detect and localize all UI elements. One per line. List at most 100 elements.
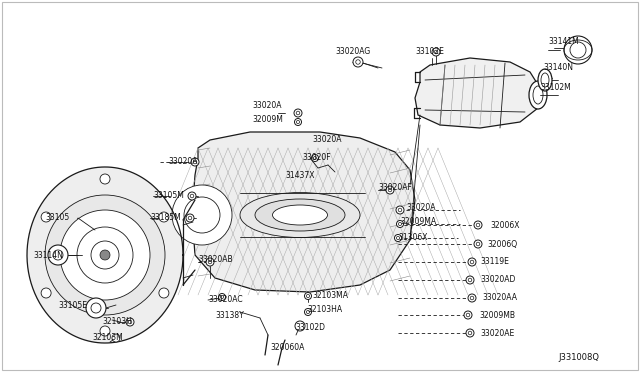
Circle shape: [172, 185, 232, 245]
Text: 33020AC: 33020AC: [208, 295, 243, 305]
Text: 33114N: 33114N: [33, 250, 63, 260]
Text: J331008Q: J331008Q: [558, 353, 599, 362]
Text: 32103HA: 32103HA: [307, 305, 342, 314]
Text: 33020AE: 33020AE: [480, 328, 515, 337]
Circle shape: [307, 294, 310, 298]
Circle shape: [468, 258, 476, 266]
Text: 33020A: 33020A: [312, 135, 342, 144]
Circle shape: [394, 234, 401, 241]
Text: 32006Q: 32006Q: [487, 240, 517, 248]
Circle shape: [466, 276, 474, 284]
Circle shape: [468, 331, 472, 335]
Circle shape: [307, 310, 310, 314]
Text: 320060A: 320060A: [270, 343, 305, 353]
Text: 32009M: 32009M: [252, 115, 283, 125]
Circle shape: [296, 111, 300, 115]
Circle shape: [432, 48, 440, 56]
Ellipse shape: [255, 199, 345, 231]
Text: 33020AF: 33020AF: [378, 183, 412, 192]
Circle shape: [476, 242, 480, 246]
Circle shape: [100, 326, 110, 336]
Circle shape: [159, 288, 169, 298]
Circle shape: [186, 214, 194, 222]
Ellipse shape: [533, 86, 543, 104]
Text: 32009MB: 32009MB: [479, 311, 515, 320]
Circle shape: [77, 227, 133, 283]
Circle shape: [48, 245, 68, 265]
Circle shape: [386, 186, 394, 194]
Text: 33138Y: 33138Y: [215, 311, 244, 321]
Circle shape: [464, 311, 472, 319]
Text: 33140N: 33140N: [543, 64, 573, 73]
Text: 32103H: 32103H: [102, 317, 132, 327]
Text: 33020AD: 33020AD: [480, 276, 515, 285]
Circle shape: [188, 216, 192, 220]
Text: 32006X: 32006X: [490, 221, 520, 230]
Circle shape: [470, 296, 474, 300]
Circle shape: [396, 206, 404, 214]
Circle shape: [305, 308, 312, 315]
Circle shape: [206, 258, 214, 266]
Circle shape: [86, 298, 106, 318]
Circle shape: [564, 36, 592, 64]
Circle shape: [91, 303, 101, 313]
Circle shape: [353, 57, 363, 67]
Circle shape: [396, 237, 399, 240]
Circle shape: [434, 50, 438, 54]
Ellipse shape: [529, 81, 547, 109]
Text: 33020A: 33020A: [406, 203, 435, 212]
Polygon shape: [27, 167, 183, 343]
Circle shape: [314, 156, 317, 160]
Circle shape: [468, 278, 472, 282]
Text: 33119E: 33119E: [480, 257, 509, 266]
Circle shape: [53, 250, 63, 260]
Text: 33185M: 33185M: [150, 214, 180, 222]
Circle shape: [100, 250, 110, 260]
Text: 32103M: 32103M: [92, 334, 123, 343]
Circle shape: [468, 294, 476, 302]
Text: 31306X: 31306X: [398, 232, 428, 241]
Circle shape: [41, 212, 51, 222]
Text: 33020AB: 33020AB: [198, 256, 232, 264]
Circle shape: [474, 240, 482, 248]
Circle shape: [305, 292, 312, 299]
Circle shape: [466, 313, 470, 317]
Circle shape: [45, 195, 165, 315]
Circle shape: [190, 194, 194, 198]
Text: 33105E: 33105E: [58, 301, 87, 310]
Circle shape: [356, 60, 360, 64]
Circle shape: [388, 188, 392, 192]
Polygon shape: [192, 132, 415, 292]
Circle shape: [295, 321, 305, 331]
Circle shape: [208, 260, 212, 264]
Circle shape: [220, 295, 223, 299]
Circle shape: [60, 210, 150, 300]
Circle shape: [112, 334, 120, 342]
Text: 33020AG: 33020AG: [335, 48, 371, 57]
Circle shape: [41, 288, 51, 298]
Circle shape: [184, 197, 220, 233]
Circle shape: [128, 320, 132, 324]
Circle shape: [294, 109, 302, 117]
Circle shape: [191, 158, 199, 166]
Text: 33020F: 33020F: [302, 154, 331, 163]
Text: 33020AA: 33020AA: [482, 294, 517, 302]
Circle shape: [397, 221, 403, 228]
Circle shape: [100, 174, 110, 184]
Text: 33141M: 33141M: [548, 38, 579, 46]
Circle shape: [294, 119, 301, 125]
Circle shape: [296, 121, 300, 124]
Text: 33102E: 33102E: [415, 48, 444, 57]
Circle shape: [193, 160, 197, 164]
Polygon shape: [415, 58, 540, 128]
Circle shape: [218, 294, 225, 301]
Circle shape: [188, 192, 196, 200]
Circle shape: [466, 329, 474, 337]
Text: 33102D: 33102D: [295, 324, 325, 333]
Circle shape: [91, 241, 119, 269]
Circle shape: [159, 212, 169, 222]
Ellipse shape: [541, 73, 549, 87]
Text: 32009MA: 32009MA: [400, 218, 436, 227]
Text: 33105: 33105: [45, 214, 69, 222]
Text: 33105M: 33105M: [153, 190, 184, 199]
